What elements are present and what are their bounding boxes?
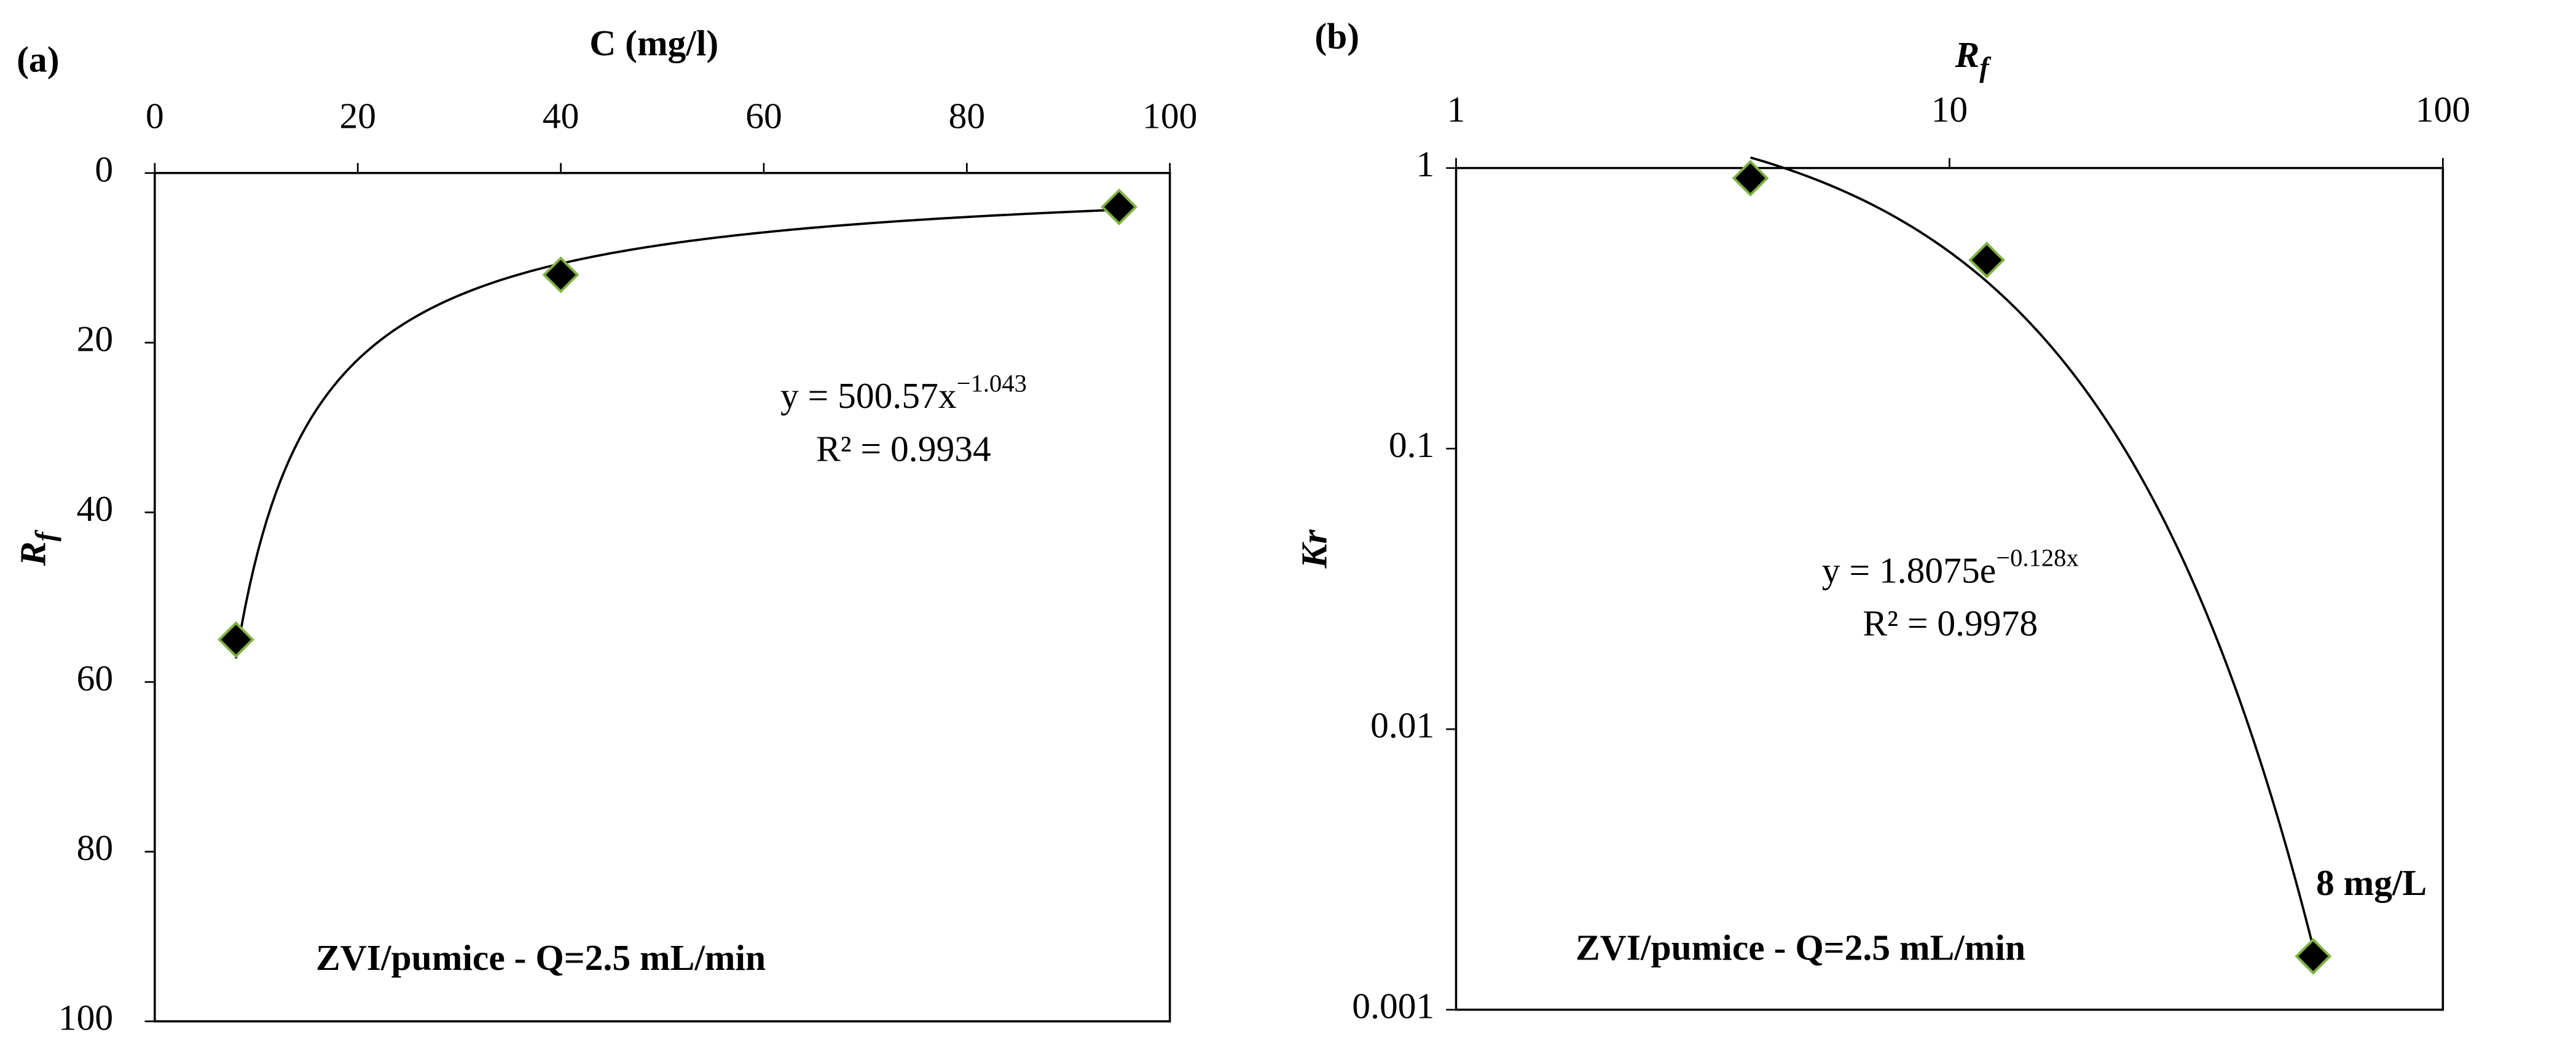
y-tick-label: 20 — [77, 319, 114, 359]
equation-exponent: −1.043 — [957, 370, 1027, 397]
x-tick-label: 40 — [543, 96, 579, 136]
equation-exponent: −0.128x — [1996, 544, 2079, 572]
y-tick-label: 80 — [77, 827, 114, 868]
data-point — [218, 621, 254, 658]
panel-note: ZVI/pumice - Q=2.5 mL/min — [1576, 928, 2025, 968]
trendline-equation: y = 1.8075e−0.128x — [1822, 544, 2079, 590]
y-tick-label: 0 — [95, 149, 113, 189]
data-point — [2295, 937, 2332, 975]
x-tick-label: 100 — [2416, 89, 2470, 130]
y-tick-label: 0.001 — [1352, 985, 1434, 1026]
x-tick-label: 10 — [1931, 89, 1968, 130]
data-point — [1732, 160, 1769, 197]
x-axis-label: Rf — [1954, 34, 1992, 82]
plot-frame — [154, 171, 1171, 1023]
trendline — [1749, 156, 2315, 948]
x-axis-label-main: R — [1954, 34, 1979, 74]
panel-label: (b) — [1314, 16, 1359, 57]
x-tick-label: 20 — [339, 96, 376, 136]
x-tick-label: 80 — [949, 96, 986, 136]
trendline-equation: y = 500.57x−1.043 — [780, 370, 1027, 416]
y-axis-label-sub: f — [29, 529, 61, 541]
y-tick-label: 0.01 — [1370, 705, 1434, 746]
x-tick-label: 60 — [745, 96, 782, 136]
x-tick-label: 100 — [1142, 96, 1197, 136]
trendline-r2: R² = 0.9934 — [816, 428, 991, 469]
y-tick-label: 60 — [77, 658, 114, 698]
data-point — [1968, 241, 2006, 279]
panel-note: ZVI/pumice - Q=2.5 mL/min — [316, 937, 766, 978]
y-axis-label-main: R — [12, 541, 53, 566]
x-tick-label: 0 — [146, 96, 164, 136]
data-point — [1101, 188, 1138, 225]
x-tick-label: 1 — [1447, 89, 1466, 130]
x-axis-label-sub: f — [1979, 51, 1992, 82]
y-axis-label: Rf — [12, 529, 61, 566]
panel-label: (a) — [17, 39, 59, 80]
y-tick-label: 1 — [1416, 144, 1435, 184]
y-tick-label: 40 — [77, 488, 114, 529]
trendline — [235, 208, 1120, 659]
y-tick-label: 0.1 — [1389, 424, 1434, 465]
equation-base: y = 500.57x — [780, 375, 957, 416]
y-axis-label-main: Kr — [1294, 529, 1334, 569]
data-point — [542, 256, 579, 294]
equation-base: y = 1.8075e — [1822, 550, 1996, 590]
y-axis-label: Kr — [1294, 529, 1334, 569]
y-tick-label: 100 — [58, 997, 113, 1037]
x-axis-label-main: C (mg/l) — [589, 23, 718, 63]
trendline-r2: R² = 0.9978 — [1863, 603, 2038, 644]
x-axis-label: C (mg/l) — [589, 23, 718, 63]
point-label: 8 mg/L — [2316, 862, 2427, 903]
